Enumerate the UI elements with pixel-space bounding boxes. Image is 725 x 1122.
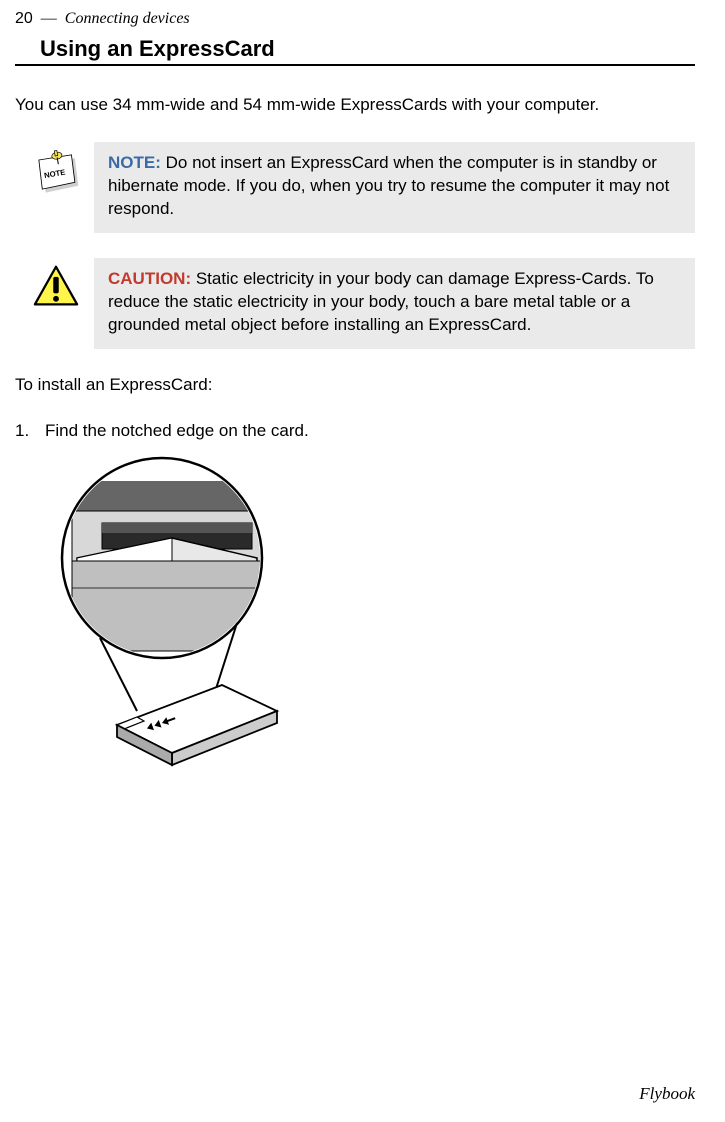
install-intro: To install an ExpressCard: <box>15 375 710 395</box>
note-box: NOTE: Do not insert an ExpressCard when … <box>94 142 695 233</box>
illustration <box>42 453 725 788</box>
caution-callout: CAUTION: Static electricity in your body… <box>32 258 695 349</box>
install-step-1: 1.Find the notched edge on the card. <box>15 421 710 441</box>
header-separator: — <box>41 10 57 28</box>
page-header: 20 — Connecting devices <box>0 0 725 28</box>
note-text: Do not insert an ExpressCard when the co… <box>108 153 669 218</box>
expresscard-shape <box>117 685 277 765</box>
step-text: Find the notched edge on the card. <box>45 421 309 440</box>
note-icon-wrap: NOTE <box>32 142 94 201</box>
intro-text: You can use 34 mm-wide and 54 mm-wide Ex… <box>15 94 710 117</box>
note-label: NOTE: <box>108 153 161 172</box>
page-number: 20 <box>15 10 33 28</box>
section-heading: Using an ExpressCard <box>40 36 725 62</box>
caution-label: CAUTION: <box>108 269 191 288</box>
caution-icon <box>32 264 80 308</box>
caution-box: CAUTION: Static electricity in your body… <box>94 258 695 349</box>
note-callout: NOTE NOTE: Do not insert an ExpressCard … <box>32 142 695 233</box>
note-icon: NOTE <box>32 148 80 196</box>
expresscard-illustration <box>42 453 312 783</box>
step-number: 1. <box>15 421 45 441</box>
heading-rule <box>15 64 695 66</box>
chapter-title: Connecting devices <box>65 10 190 28</box>
footer-brand: Flybook <box>639 1084 695 1104</box>
caution-icon-wrap <box>32 258 94 313</box>
